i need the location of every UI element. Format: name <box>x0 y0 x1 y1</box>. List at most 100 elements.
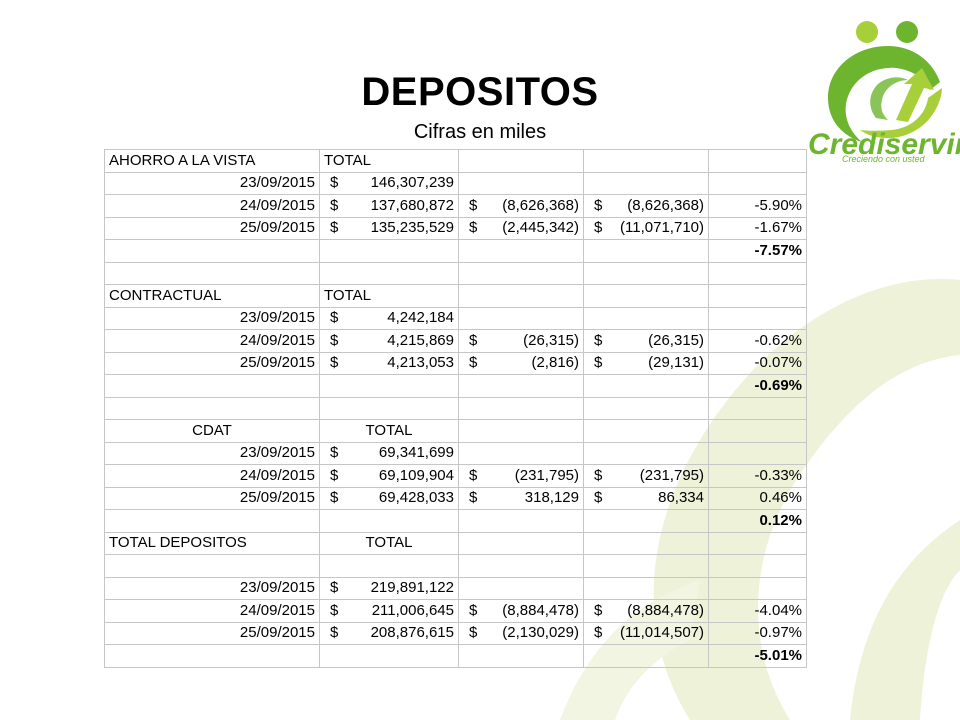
change-cell: $ (231,795) <box>458 464 584 488</box>
currency-symbol: $ <box>469 466 478 484</box>
table-row: 24/09/2015 $211,006,645 $ (8,884,478) $ (8,88… <box>104 599 807 623</box>
cumulative-cell: $ (8,884,478) <box>583 599 709 623</box>
currency-symbol: $ <box>469 331 478 349</box>
amount: 4,242,184 <box>387 309 454 327</box>
empty-cell <box>104 374 320 398</box>
empty-cell <box>708 149 807 173</box>
empty-cell <box>708 531 807 555</box>
empty-cell <box>104 644 320 668</box>
empty-cell <box>458 261 584 285</box>
amount: 69,109,904 <box>378 466 454 484</box>
amount: (2,816) <box>531 354 579 372</box>
date-cell: 23/09/2015 <box>104 576 320 600</box>
currency-symbol: $ <box>330 219 339 237</box>
currency-symbol: $ <box>469 624 478 642</box>
amount: (11,014,507) <box>620 624 704 642</box>
percent-cell: 0.46% <box>708 486 807 510</box>
empty-cell <box>319 374 459 398</box>
amount: 69,341,699 <box>378 444 454 462</box>
change-cell: $ (8,626,368) <box>458 194 584 218</box>
amount: 318,129 <box>524 489 579 507</box>
total-cell: $4,215,869 <box>319 329 459 353</box>
change-cell: $ (26,315) <box>458 329 584 353</box>
table-row: 24/09/2015 $69,109,904 $ (231,795) $ (231,795… <box>104 464 807 488</box>
date-cell: 23/09/2015 <box>104 441 320 465</box>
date-cell: 24/09/2015 <box>104 599 320 623</box>
change-cell <box>458 441 584 465</box>
empty-cell <box>708 396 807 420</box>
cumulative-cell <box>583 306 709 330</box>
page-title: DEPOSITOS <box>361 70 599 114</box>
percent-cell <box>708 576 807 600</box>
empty-row <box>104 396 807 420</box>
total-cell: $219,891,122 <box>319 576 459 600</box>
amount: (26,315) <box>523 331 579 349</box>
page-subtitle: Cifras en miles <box>413 121 547 143</box>
date-cell: 23/09/2015 <box>104 306 320 330</box>
empty-cell <box>104 554 320 578</box>
empty-cell <box>458 284 584 308</box>
amount: 208,876,615 <box>370 624 454 642</box>
currency-symbol: $ <box>330 444 339 462</box>
currency-symbol: $ <box>330 466 339 484</box>
deposits-table: AHORRO A LA VISTA TOTAL 23/09/2015 $146,307… <box>104 149 807 668</box>
summary-percent: -5.01% <box>708 644 807 668</box>
date-cell: 25/09/2015 <box>104 621 320 645</box>
empty-cell <box>458 374 584 398</box>
total-cell: $4,242,184 <box>319 306 459 330</box>
percent-cell: -0.62% <box>708 329 807 353</box>
empty-cell <box>583 419 709 443</box>
empty-cell <box>458 396 584 420</box>
change-cell <box>458 306 584 330</box>
section-title: CONTRACTUAL <box>104 284 320 308</box>
empty-cell <box>583 374 709 398</box>
currency-symbol: $ <box>594 354 603 372</box>
empty-cell <box>708 261 807 285</box>
currency-symbol: $ <box>330 624 339 642</box>
currency-symbol: $ <box>330 354 339 372</box>
amount: 146,307,239 <box>370 174 454 192</box>
cumulative-cell: $ (231,795) <box>583 464 709 488</box>
crediservir-logo: Crediservir Creciendo con usted <box>808 21 960 163</box>
percent-cell: -1.67% <box>708 216 807 240</box>
amount: (2,445,342) <box>502 219 579 237</box>
change-cell: $318,129 <box>458 486 584 510</box>
table-row: 24/09/2015 $4,215,869 $ (26,315) $ (26,315) -0… <box>104 329 807 353</box>
currency-symbol: $ <box>594 466 603 484</box>
amount: (11,071,710) <box>620 219 704 237</box>
summary-percent: -0.69% <box>708 374 807 398</box>
empty-cell <box>319 644 459 668</box>
empty-cell <box>583 284 709 308</box>
empty-row <box>104 554 807 578</box>
percent-cell: -5.90% <box>708 194 807 218</box>
amount: 4,213,053 <box>387 354 454 372</box>
total-cell: $208,876,615 <box>319 621 459 645</box>
summary-row: 0.12% <box>104 509 807 533</box>
table-row: 24/09/2015 $137,680,872 $ (8,626,368) $ (8,62… <box>104 194 807 218</box>
empty-cell <box>458 419 584 443</box>
total-cell: $146,307,239 <box>319 171 459 195</box>
cumulative-cell <box>583 576 709 600</box>
amount: (26,315) <box>648 331 704 349</box>
currency-symbol: $ <box>469 196 478 214</box>
empty-cell <box>319 509 459 533</box>
currency-symbol: $ <box>469 354 478 372</box>
empty-cell <box>319 396 459 420</box>
percent-cell <box>708 171 807 195</box>
section-header-row: CONTRACTUAL TOTAL <box>104 284 807 308</box>
table-row: 23/09/2015 $69,341,699 <box>104 441 807 465</box>
cumulative-cell <box>583 441 709 465</box>
empty-cell <box>583 261 709 285</box>
date-cell: 25/09/2015 <box>104 216 320 240</box>
total-cell: $4,213,053 <box>319 351 459 375</box>
change-cell: $ (2,130,029) <box>458 621 584 645</box>
amount: 135,235,529 <box>370 219 454 237</box>
empty-cell <box>319 261 459 285</box>
currency-symbol: $ <box>330 196 339 214</box>
section-title: AHORRO A LA VISTA <box>104 149 320 173</box>
currency-symbol: $ <box>330 579 339 597</box>
empty-cell <box>583 644 709 668</box>
cumulative-cell: $ (8,626,368) <box>583 194 709 218</box>
date-cell: 25/09/2015 <box>104 351 320 375</box>
empty-cell <box>319 554 459 578</box>
